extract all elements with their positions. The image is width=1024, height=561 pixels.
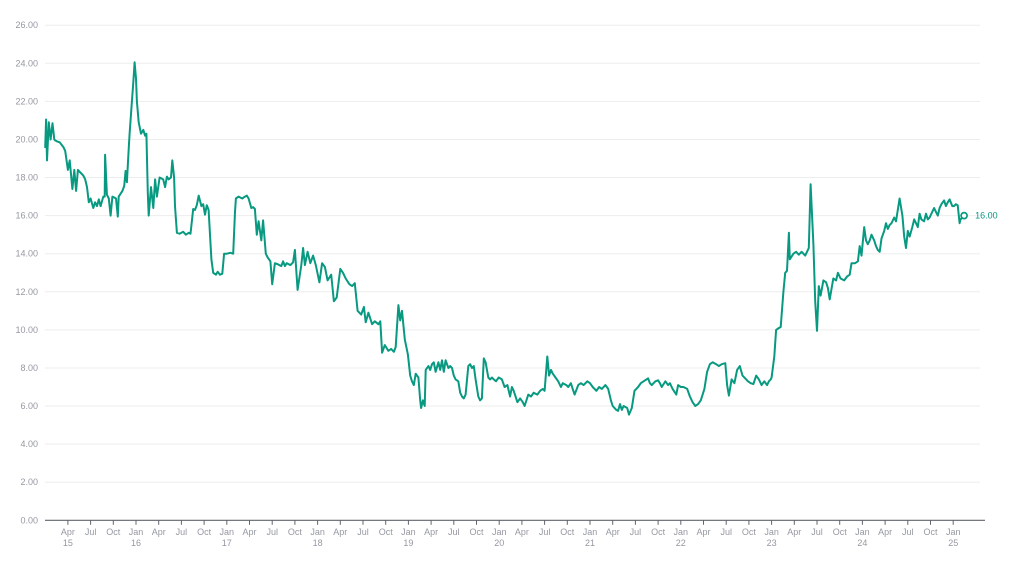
x-axis-month-label: Oct xyxy=(833,527,848,537)
x-axis-month-label: Jul xyxy=(539,527,551,537)
x-axis-month-label: Oct xyxy=(379,527,394,537)
x-axis-month-label: Oct xyxy=(469,527,484,537)
x-axis-month-label: Apr xyxy=(696,527,710,537)
x-axis-month-label: Jan xyxy=(129,527,144,537)
last-price-marker xyxy=(960,211,968,220)
y-axis-label: 24.00 xyxy=(15,58,38,68)
x-axis-month-label: Apr xyxy=(787,527,801,537)
x-axis-year-label: 19 xyxy=(403,538,413,548)
x-axis-month-label: Jul xyxy=(811,527,823,537)
x-axis-year-label: 16 xyxy=(131,538,141,548)
x-axis-year-label: 18 xyxy=(313,538,323,548)
x-axis-month-label: Oct xyxy=(288,527,303,537)
x-axis-month-label: Oct xyxy=(106,527,121,537)
x-axis-month-label: Jan xyxy=(401,527,416,537)
y-axis-label: 0.00 xyxy=(20,515,38,525)
x-axis-month-label: Apr xyxy=(152,527,166,537)
x-axis-month-label: Apr xyxy=(424,527,438,537)
y-axis-label: 4.00 xyxy=(20,439,38,449)
x-axis-month-label: Apr xyxy=(515,527,529,537)
x-axis-month-label: Jul xyxy=(176,527,188,537)
x-axis-month-label: Apr xyxy=(333,527,347,537)
x-axis-month-label: Jan xyxy=(946,527,961,537)
x-axis-month-label: Oct xyxy=(560,527,575,537)
x-axis-month-label: Jul xyxy=(902,527,914,537)
x-axis-month-label: Apr xyxy=(606,527,620,537)
x-axis-month-label: Apr xyxy=(61,527,75,537)
x-axis-month-label: Jul xyxy=(357,527,369,537)
x-axis-year-label: 24 xyxy=(857,538,867,548)
x-axis-year-label: 21 xyxy=(585,538,595,548)
x-axis-month-label: Apr xyxy=(242,527,256,537)
x-axis-month-label: Jan xyxy=(492,527,507,537)
y-axis-label: 26.00 xyxy=(15,20,38,30)
x-axis-month-label: Jan xyxy=(674,527,689,537)
x-axis-month-label: Oct xyxy=(742,527,757,537)
y-axis-label: 14.00 xyxy=(15,249,38,259)
y-axis-label: 12.00 xyxy=(15,287,38,297)
x-axis-month-label: Jul xyxy=(630,527,642,537)
y-axis-label: 2.00 xyxy=(20,477,38,487)
x-axis-month-label: Jul xyxy=(85,527,97,537)
x-axis-year-label: 25 xyxy=(948,538,958,548)
x-axis-year-label: 15 xyxy=(63,538,73,548)
x-axis-month-label: Jan xyxy=(310,527,325,537)
y-axis-label: 22.00 xyxy=(15,96,38,106)
x-axis-year-label: 17 xyxy=(222,538,232,548)
x-axis-month-label: Jan xyxy=(764,527,779,537)
x-axis-month-label: Oct xyxy=(197,527,212,537)
x-axis-month-label: Jan xyxy=(855,527,870,537)
x-axis-month-label: Jul xyxy=(448,527,460,537)
x-axis-month-label: Oct xyxy=(923,527,938,537)
x-axis-month-label: Oct xyxy=(651,527,666,537)
y-axis-label: 20.00 xyxy=(15,134,38,144)
x-axis-year-label: 22 xyxy=(676,538,686,548)
x-axis-month-label: Jul xyxy=(720,527,732,537)
x-axis-year-label: 20 xyxy=(494,538,504,548)
x-axis-month-label: Apr xyxy=(878,527,892,537)
y-axis-label: 18.00 xyxy=(15,173,38,183)
last-price-label: 16.00 xyxy=(975,211,998,221)
x-axis-month-label: Jan xyxy=(220,527,235,537)
y-axis-label: 10.00 xyxy=(15,325,38,335)
price-line[interactable] xyxy=(44,61,966,416)
y-axis-label: 8.00 xyxy=(20,363,38,373)
x-axis-month-label: Jan xyxy=(583,527,598,537)
x-axis-month-label: Jul xyxy=(266,527,278,537)
y-axis-label: 6.00 xyxy=(20,401,38,411)
x-axis-year-label: 23 xyxy=(767,538,777,548)
y-axis-label: 16.00 xyxy=(15,211,38,221)
